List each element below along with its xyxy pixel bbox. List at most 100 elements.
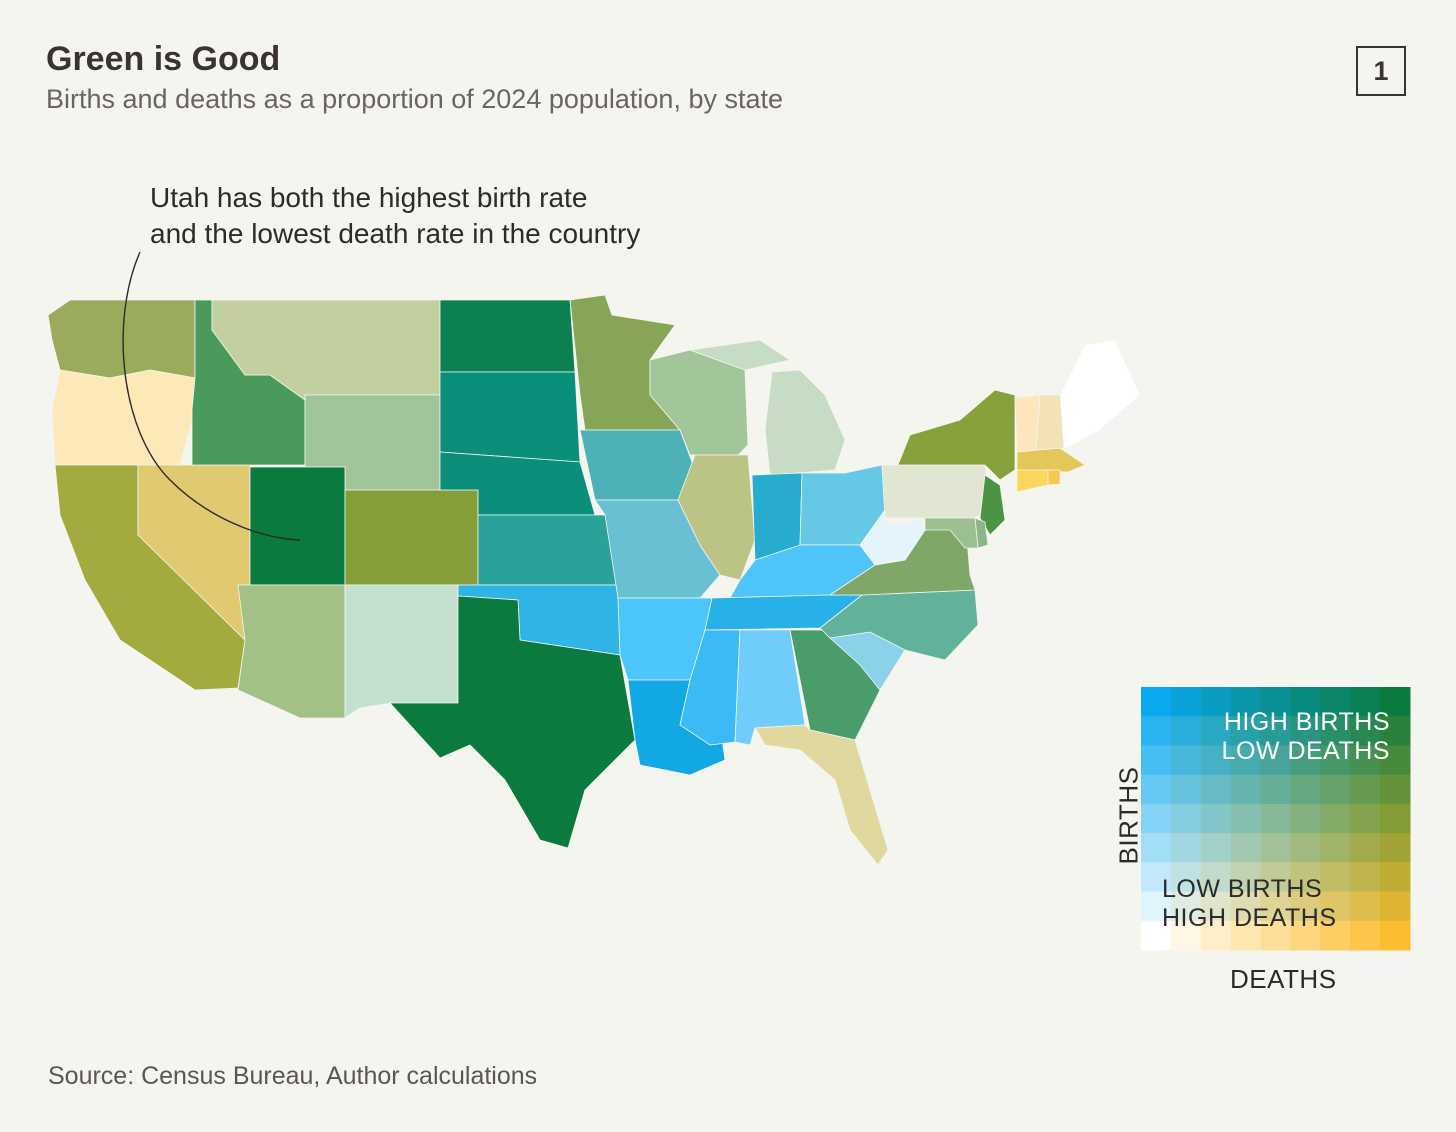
legend-cell: [1170, 716, 1202, 746]
legend-cell: [1200, 745, 1232, 776]
state-south-dakota[interactable]: [439, 371, 581, 463]
state-washington[interactable]: [47, 299, 196, 379]
state-new-mexico[interactable]: [344, 584, 459, 719]
legend-cell: [1230, 745, 1262, 776]
legend-cell: [1230, 920, 1262, 951]
legend-cell: [1141, 891, 1172, 922]
state-arizona[interactable]: [237, 584, 346, 719]
state-oregon[interactable]: [51, 369, 196, 466]
legend-cell: [1260, 891, 1291, 922]
legend-cell: [1320, 920, 1351, 951]
chart-title: Green is Good: [46, 40, 281, 78]
legend-cell: [1260, 745, 1291, 776]
state-massachusetts[interactable]: [1016, 447, 1086, 473]
state-layer: [47, 294, 1141, 866]
legend-cell: [1350, 803, 1381, 834]
state-new-jersey[interactable]: [979, 474, 1006, 536]
legend-cell: [1290, 891, 1321, 922]
legend-cell: [1141, 862, 1172, 893]
legend-cell: [1380, 745, 1411, 776]
legend-cell: [1350, 891, 1381, 922]
legend-bottom-line-2: HIGH DEATHS: [1162, 904, 1337, 932]
legend-cell: [1170, 862, 1202, 893]
legend-top-line-1: HIGH BIRTHS: [1223, 708, 1390, 736]
legend-cell: [1260, 862, 1291, 893]
legend-deaths-axis-label: DEATHS: [1230, 964, 1337, 994]
legend-cell: [1230, 687, 1262, 717]
legend-cell: [1380, 862, 1411, 893]
state-utah[interactable]: [249, 466, 346, 586]
state-illinois[interactable]: [677, 454, 756, 581]
annotation-leader-line: [122, 251, 301, 541]
state-pennsylvania[interactable]: [881, 464, 991, 519]
utah-annotation: Utah has both the highest birth rate and…: [150, 180, 640, 252]
state-new-hampshire[interactable]: [1035, 394, 1065, 451]
legend-cell: [1350, 745, 1381, 776]
legend-cell: [1320, 803, 1351, 834]
legend-cell: [1290, 687, 1321, 717]
legend-cell: [1230, 833, 1262, 863]
legend-cell: [1141, 833, 1172, 863]
legend-cell: [1230, 891, 1262, 922]
state-connecticut[interactable]: [1016, 469, 1049, 493]
figure-number-badge: 1: [1356, 46, 1406, 96]
legend-cell: [1200, 920, 1232, 951]
state-new-york[interactable]: [897, 389, 1016, 481]
legend-cell: [1230, 716, 1262, 746]
state-michigan[interactable]: [689, 339, 846, 476]
legend-cell: [1350, 687, 1381, 717]
legend-cell: [1200, 891, 1232, 922]
legend-cell: [1320, 833, 1351, 863]
legend-cell: [1260, 774, 1291, 805]
legend-cell: [1290, 920, 1321, 951]
legend-cell: [1230, 862, 1262, 893]
legend-cell: [1290, 745, 1321, 776]
legend-cell: [1260, 833, 1291, 863]
legend-cell: [1380, 803, 1411, 834]
legend-cell: [1320, 891, 1351, 922]
legend-high-births-low-deaths: HIGH BIRTHS LOW DEATHS: [1150, 708, 1390, 766]
legend-cell: [1320, 862, 1351, 893]
state-florida[interactable]: [754, 724, 889, 866]
legend-cell: [1170, 745, 1202, 776]
state-rhode-island[interactable]: [1047, 469, 1061, 486]
state-iowa[interactable]: [579, 429, 696, 501]
legend-cell: [1141, 920, 1172, 951]
legend-cell: [1141, 803, 1172, 834]
legend-cell: [1260, 716, 1291, 746]
legend-cell: [1170, 803, 1202, 834]
legend-cell: [1290, 833, 1321, 863]
legend-cell: [1200, 687, 1232, 717]
legend-cell: [1170, 891, 1202, 922]
legend-cell: [1260, 803, 1291, 834]
legend-cell: [1380, 687, 1411, 717]
state-colorado[interactable]: [344, 489, 479, 586]
state-north-dakota[interactable]: [439, 299, 576, 373]
legend-cell: [1350, 716, 1381, 746]
state-maryland[interactable]: [924, 517, 979, 549]
legend-cell: [1170, 833, 1202, 863]
state-maine[interactable]: [1059, 339, 1141, 449]
legend-cell: [1141, 687, 1172, 717]
legend-cell: [1230, 774, 1262, 805]
legend-cell: [1290, 803, 1321, 834]
legend-cell: [1200, 862, 1232, 893]
legend-cell: [1260, 920, 1291, 951]
legend-cell: [1170, 920, 1202, 951]
legend-cell: [1290, 774, 1321, 805]
state-texas[interactable]: [389, 595, 636, 849]
legend-cell: [1230, 803, 1262, 834]
legend-births-axis-label: BIRTHS: [1113, 766, 1144, 865]
legend-cell: [1380, 891, 1411, 922]
legend-low-births-high-deaths: LOW BIRTHS HIGH DEATHS: [1162, 875, 1337, 933]
source-note: Source: Census Bureau, Author calculatio…: [48, 1062, 538, 1090]
legend-cell: [1320, 687, 1351, 717]
legend-cell: [1380, 716, 1411, 746]
legend-cell: [1380, 774, 1411, 805]
state-kansas[interactable]: [477, 514, 619, 586]
legend-cell: [1320, 774, 1351, 805]
legend-cell: [1141, 716, 1172, 746]
legend-cell: [1200, 833, 1232, 863]
legend-cell: [1141, 774, 1172, 805]
